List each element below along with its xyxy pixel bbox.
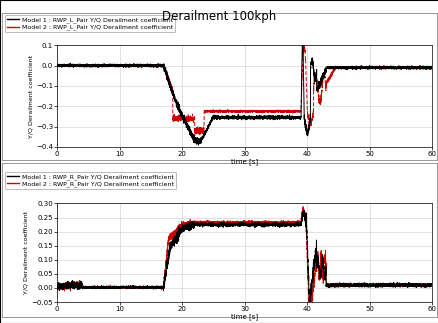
Legend: Model 1 : RWP_R_Pair Y/Q Derailment coefficient, Model 2 : RWP_R_Pair Y/Q Derail: Model 1 : RWP_R_Pair Y/Q Derailment coef… (5, 172, 175, 189)
Y-axis label: Y/Q Derailment coefficient: Y/Q Derailment coefficient (28, 55, 33, 138)
Y-axis label: Y/Q Derailment coefficient: Y/Q Derailment coefficient (24, 211, 28, 294)
X-axis label: time [s]: time [s] (231, 314, 258, 320)
X-axis label: time [s]: time [s] (231, 159, 258, 165)
Legend: Model 1 : RWP_L_Pair Y/Q Derailment coefficient, Model 2 : RWP_L_Pair Y/Q Derail: Model 1 : RWP_L_Pair Y/Q Derailment coef… (5, 15, 175, 32)
Text: Derailment 100kph: Derailment 100kph (162, 10, 276, 23)
